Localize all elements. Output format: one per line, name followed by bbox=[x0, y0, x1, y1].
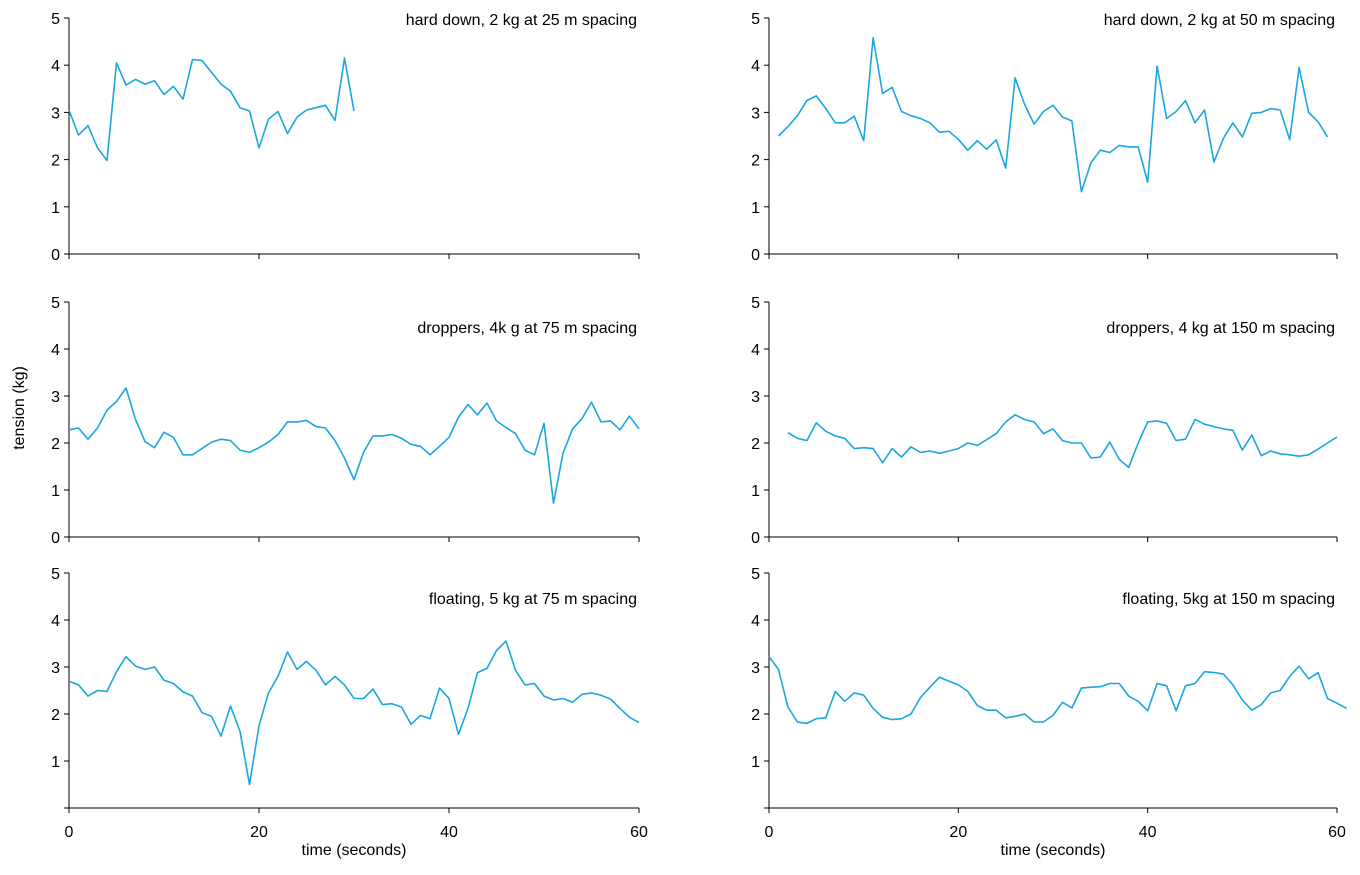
y-tick-label: 4 bbox=[51, 613, 60, 630]
panel-title: floating, 5 kg at 75 m spacing bbox=[429, 591, 637, 608]
y-tick-label: 5 bbox=[751, 295, 760, 312]
series-line bbox=[768, 656, 1347, 725]
chart-panel-3: 0 1 2 3 4 5 droppers, 4k g at 75 m spacing bbox=[51, 295, 640, 547]
y-tick-label: 5 bbox=[51, 11, 60, 28]
y-tick-label: 4 bbox=[51, 342, 60, 359]
panel-title: hard down, 2 kg at 25 m spacing bbox=[406, 12, 637, 29]
y-tick-label: 4 bbox=[751, 613, 760, 630]
y-tick-label: 2 bbox=[751, 153, 760, 170]
panel-title: floating, 5kg at 150 m spacing bbox=[1122, 591, 1335, 608]
y-tick-label: 3 bbox=[51, 105, 60, 122]
y-tick-label: 3 bbox=[51, 660, 60, 677]
x-tick-label: 60 bbox=[1328, 824, 1346, 841]
series-line bbox=[68, 57, 355, 162]
y-tick-label: 1 bbox=[751, 200, 760, 217]
panel-title: droppers, 4 kg at 150 m spacing bbox=[1106, 320, 1335, 337]
series-line bbox=[68, 640, 640, 786]
panel-title: hard down, 2 kg at 50 m spacing bbox=[1104, 12, 1335, 29]
y-tick-label: 3 bbox=[751, 105, 760, 122]
shared-y-axis-label: tension (kg) bbox=[11, 366, 28, 450]
y-tick-label: 1 bbox=[51, 200, 60, 217]
y-tick-label: 1 bbox=[751, 754, 760, 771]
x-tick-label: 60 bbox=[630, 824, 648, 841]
y-tick-label: 4 bbox=[51, 58, 60, 75]
y-tick-label: 1 bbox=[51, 754, 60, 771]
chart-panel-2: 0 1 2 3 4 5 hard down, 2 kg at 50 m spacing bbox=[751, 11, 1338, 264]
panel-title: droppers, 4k g at 75 m spacing bbox=[417, 320, 637, 337]
y-tick-label: 3 bbox=[751, 389, 760, 406]
x-tick-label: 40 bbox=[1139, 824, 1157, 841]
y-tick-label: 0 bbox=[51, 530, 60, 547]
y-tick-label: 3 bbox=[51, 389, 60, 406]
y-tick-label: 2 bbox=[51, 707, 60, 724]
x-tick-label: 20 bbox=[250, 824, 268, 841]
x-axis-title: time (seconds) bbox=[1001, 842, 1106, 859]
chart-panel-5: 1 2 3 4 5 0 20 40 60 time (seconds) floating, 5 kg… bbox=[51, 566, 648, 859]
y-tick-label: 3 bbox=[751, 660, 760, 677]
y-tick-label: 4 bbox=[751, 342, 760, 359]
y-tick-label: 2 bbox=[51, 153, 60, 170]
y-tick-label: 5 bbox=[751, 11, 760, 28]
series-line bbox=[787, 413, 1338, 469]
x-tick-label: 0 bbox=[65, 824, 74, 841]
y-tick-label: 0 bbox=[51, 247, 60, 264]
x-tick-label: 40 bbox=[440, 824, 458, 841]
y-tick-label: 1 bbox=[751, 483, 760, 500]
chart-panel-1: 0 1 2 3 4 5 hard down, 2 kg at 25 m spacing bbox=[51, 11, 640, 264]
panels: 0 1 2 3 4 5 hard down, 2 kg at 25 m spacing 0 1 2… bbox=[51, 11, 1347, 859]
y-tick-label: 5 bbox=[51, 566, 60, 583]
y-tick-label: 1 bbox=[51, 483, 60, 500]
y-tick-label: 5 bbox=[51, 295, 60, 312]
series-line bbox=[777, 36, 1329, 193]
chart-panel-6: 1 2 3 4 5 0 20 40 60 time (seconds) floating, 5kg … bbox=[751, 566, 1347, 859]
chart-panel-4: 0 1 2 3 4 5 droppers, 4 kg at 150 m spacing bbox=[751, 295, 1338, 547]
x-tick-label: 20 bbox=[949, 824, 967, 841]
x-tick-label: 0 bbox=[765, 824, 774, 841]
y-tick-label: 2 bbox=[751, 707, 760, 724]
series-line bbox=[68, 387, 640, 505]
y-tick-label: 5 bbox=[751, 566, 760, 583]
y-tick-label: 0 bbox=[751, 247, 760, 264]
y-tick-label: 4 bbox=[751, 58, 760, 75]
x-axis-title: time (seconds) bbox=[302, 842, 407, 859]
y-tick-label: 0 bbox=[751, 530, 760, 547]
y-tick-label: 2 bbox=[751, 436, 760, 453]
y-tick-label: 2 bbox=[51, 436, 60, 453]
